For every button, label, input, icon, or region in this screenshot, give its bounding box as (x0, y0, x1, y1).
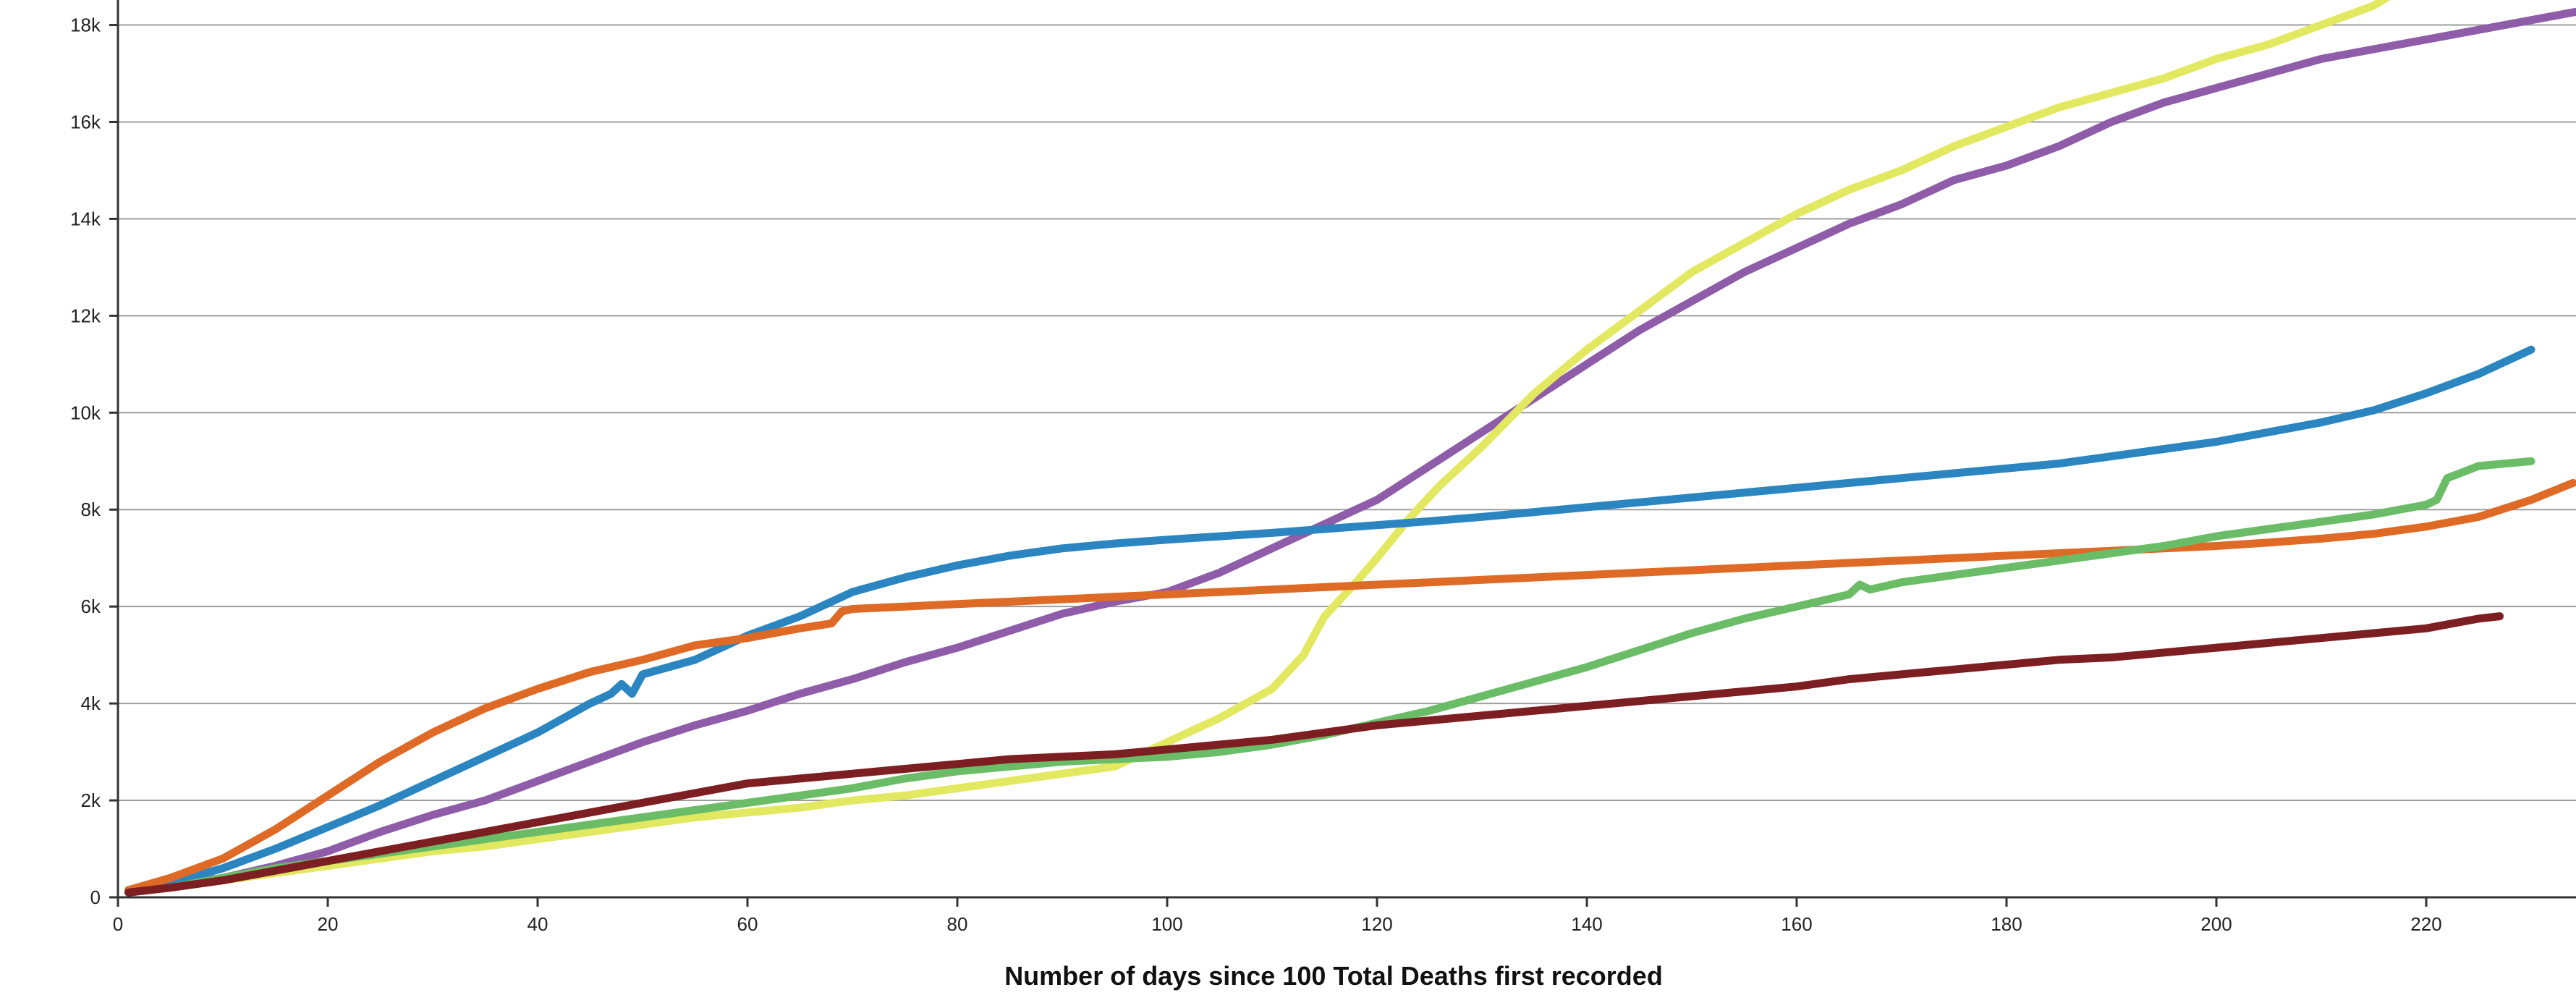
x-tick-label: 200 (2200, 913, 2232, 935)
x-tick-label: 60 (737, 913, 758, 935)
y-tick-label: 18k (70, 14, 101, 36)
x-tick-label: 0 (113, 913, 123, 935)
y-tick-label: 10k (70, 402, 101, 423)
y-tick-label: 8k (81, 499, 101, 520)
x-axis-title: Number of days since 100 Total Deaths fi… (1004, 961, 1663, 991)
x-tick-label: 40 (528, 913, 548, 935)
axes: 0 2k 4k 6k 8k 10k 12k 14k 16k 18k 0 20 40 60 80 100 120 1… (70, 0, 2576, 935)
y-tick-label: 16k (70, 111, 101, 132)
series-line-2 (129, 0, 2406, 892)
x-tick-label: 160 (1781, 913, 1812, 935)
x-tick-label: 20 (318, 913, 339, 935)
y-tick-label: 6k (81, 596, 101, 617)
x-tick-label: 180 (1991, 913, 2022, 935)
series-line-3 (129, 350, 2532, 890)
x-tick-label: 100 (1151, 913, 1182, 935)
y-tick-label: 12k (70, 305, 101, 326)
y-tick-label: 4k (81, 693, 101, 714)
y-tick-label: 2k (81, 789, 101, 811)
x-tick-label: 120 (1361, 913, 1392, 935)
gridlines (118, 25, 2576, 801)
x-tick-label: 80 (947, 913, 968, 935)
x-tick-label: 220 (2410, 913, 2441, 935)
y-tick-label: 0 (90, 886, 101, 908)
y-tick-label: 14k (70, 208, 101, 229)
series-line-1 (129, 10, 2576, 890)
series-lines (129, 0, 2576, 892)
x-tick-label: 140 (1571, 913, 1602, 935)
